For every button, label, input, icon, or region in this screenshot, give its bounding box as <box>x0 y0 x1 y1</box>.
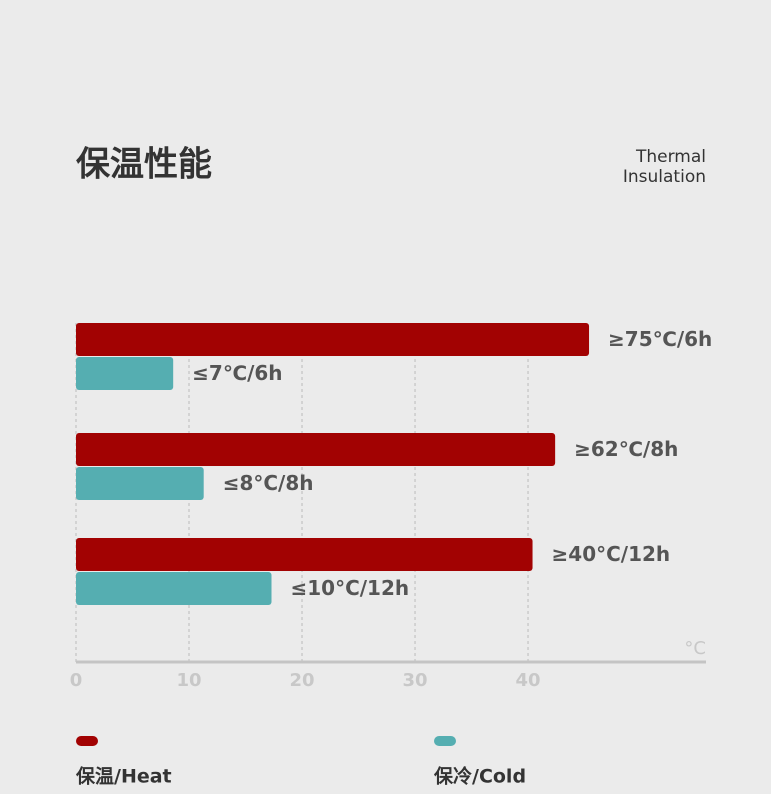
x-tick-label: 0 <box>70 670 83 691</box>
bar-note: ≥75℃/6h <box>608 327 712 351</box>
legend-label: 保温/Heat <box>75 765 172 788</box>
x-tick-label: 30 <box>402 670 427 691</box>
bar <box>76 357 174 390</box>
bar <box>76 323 590 356</box>
bar-note: ≤10°C/12h <box>290 576 409 600</box>
chart-subtitle: Thermal <box>635 147 706 167</box>
bar-note: ≥62℃/8h <box>574 437 678 461</box>
bar <box>76 538 533 571</box>
chart-subtitle: Insulation <box>623 167 706 187</box>
bar-note: ≥40°C/12h <box>552 542 671 566</box>
x-tick-label: 10 <box>176 670 201 691</box>
legend-label: 保冷/Cold <box>433 765 526 788</box>
x-tick-label: 40 <box>515 670 540 691</box>
bar <box>76 433 556 466</box>
x-unit: °C <box>684 638 706 659</box>
bar <box>76 467 204 500</box>
bar-note: ≤7℃/6h <box>192 361 282 385</box>
bar <box>76 572 272 605</box>
bar-note: ≤8°C/8h <box>223 471 314 495</box>
chart-title: 保温性能 <box>76 145 212 185</box>
x-tick-label: 20 <box>289 670 314 691</box>
legend-swatch <box>434 736 456 746</box>
legend-swatch <box>76 736 98 746</box>
